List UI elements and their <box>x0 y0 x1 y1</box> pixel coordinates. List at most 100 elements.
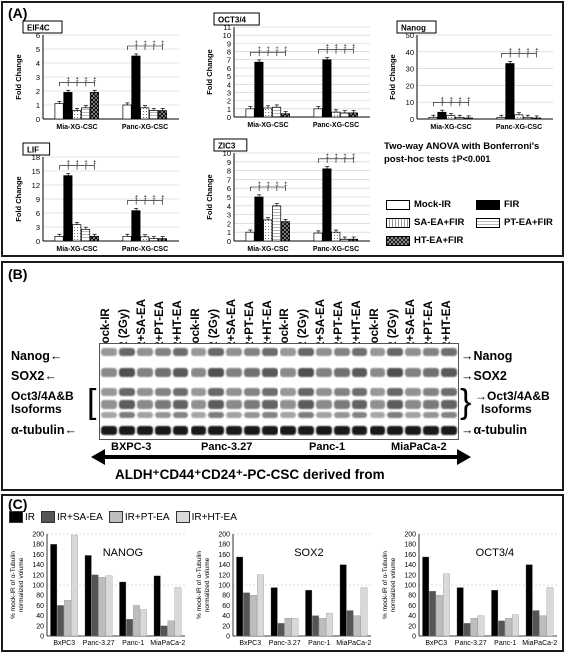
label-sox2-left: SOX2← <box>11 369 57 383</box>
blot-band <box>405 412 422 418</box>
bar <box>119 581 127 637</box>
y-tick-label: 120 <box>32 572 44 579</box>
bar <box>496 116 506 120</box>
significance-mark: ‡ <box>458 97 461 103</box>
significance-mark: ‡ <box>84 77 87 83</box>
y-tick-label: 160 <box>32 552 44 559</box>
significance-mark: ‡ <box>135 196 138 202</box>
significance-mark: ‡ <box>284 182 287 188</box>
bar <box>131 55 141 120</box>
bar <box>498 620 505 637</box>
significance-mark: ‡ <box>135 41 138 47</box>
bar <box>250 595 257 637</box>
bar <box>437 111 447 120</box>
bar <box>463 623 471 637</box>
bar <box>284 618 292 637</box>
y-tick-label: 9 <box>227 39 231 48</box>
y-tick-label: 0 <box>36 115 40 124</box>
blot-band <box>136 400 153 409</box>
x-tick-label: Panc-XG-CSC <box>496 124 542 131</box>
bar <box>81 107 91 120</box>
blot-band <box>351 426 368 435</box>
bar <box>428 116 438 120</box>
blot-band <box>262 426 278 435</box>
blot-band <box>441 388 457 396</box>
y-tick-label: 6 <box>227 64 231 73</box>
blot-band <box>190 426 207 435</box>
y-tick-label: 40 <box>408 613 416 620</box>
bar <box>157 110 167 120</box>
x-tick-label: Panc-XG-CSC <box>313 122 359 129</box>
bar <box>280 221 290 242</box>
bar <box>456 587 464 637</box>
blot-band <box>226 426 243 435</box>
y-tick-label: 0 <box>410 115 414 124</box>
blot-band <box>118 368 135 377</box>
chart-c-sox2: 0 20 40 60 80 100 120 140 160 180 200 % mock-IR of … <box>196 532 371 648</box>
blot-band <box>118 412 135 418</box>
blot-band <box>262 368 278 377</box>
y-tick-label: 10 <box>223 149 231 158</box>
x-tick-label: Panc-XG-CSC <box>122 246 168 253</box>
x-tick-label: Mia-XG-CSC <box>247 122 288 129</box>
y-tick-label: 60 <box>36 603 44 610</box>
blot-band <box>154 388 171 396</box>
bar <box>443 573 450 637</box>
blot-band <box>333 426 350 435</box>
blot-band <box>262 348 278 356</box>
bar <box>81 228 91 242</box>
blot-band <box>226 388 243 396</box>
bar <box>436 595 443 637</box>
bar <box>245 108 255 118</box>
bar <box>353 615 361 637</box>
significance-mark: ‡ <box>335 154 338 160</box>
bar <box>257 574 264 637</box>
chart-c-nanog: 0 20 40 60 80 100 120 140 160 180 200 % mock-IR of … <box>10 532 185 648</box>
blot-separator <box>367 344 370 439</box>
legend-item-fir: FIR <box>476 199 519 210</box>
bar <box>153 575 161 637</box>
western-blot-image <box>99 343 459 440</box>
x-tick-label: MiaPaCa-2 <box>336 640 371 647</box>
blot-band <box>423 412 440 418</box>
bar <box>505 63 515 120</box>
bar <box>131 210 141 242</box>
cell-line-panc1: Panc-1 <box>309 441 346 453</box>
y-tick-label: 60 <box>408 603 416 610</box>
y-tick-label: 50 <box>406 31 414 40</box>
significance-mark: ‡ <box>441 97 444 103</box>
chart-title: OCT3/4 <box>476 547 515 559</box>
blot-band <box>190 368 207 377</box>
blot-band <box>351 368 368 377</box>
blot-band <box>190 388 207 396</box>
blot-band <box>208 388 225 396</box>
significance-mark: ‡ <box>326 154 329 160</box>
blot-band <box>387 388 404 396</box>
blot-band <box>423 400 440 409</box>
blot-band <box>351 388 368 396</box>
y-tick-label: 180 <box>32 542 44 549</box>
blot-band <box>351 400 368 409</box>
significance-mark: ‡ <box>267 47 270 53</box>
blot-band <box>333 388 350 396</box>
y-tick-label: 2 <box>227 219 231 228</box>
y-tick-label: 1 <box>227 228 231 237</box>
bar <box>305 589 313 637</box>
blot-band <box>441 412 457 418</box>
legend-label: SA-EA+FIR <box>414 217 465 228</box>
blot-band <box>208 426 225 435</box>
panel-b-label: (B) <box>8 266 28 282</box>
y-tick-label: 6 <box>36 31 40 40</box>
bar <box>322 168 332 242</box>
y-tick-label: 4 <box>227 80 231 89</box>
x-tick-label: Panc-1 <box>308 640 330 647</box>
y-tick-label: 30 <box>406 65 414 74</box>
significance-mark: ‡ <box>343 154 346 160</box>
chart-title-box <box>213 138 248 152</box>
panel-b: (B) Mock-IR IR (2Gy) IR+SA-EA IR+PT-EA IR+HT… <box>1 261 564 491</box>
y-axis-label: % mock-IR of α-Tubulin <box>10 551 17 619</box>
bar <box>291 618 299 637</box>
significance-mark: ‡ <box>258 182 261 188</box>
x-tick-label: MiaPaCa-2 <box>522 640 557 647</box>
panel-a: (A) EIF4C 0 1 2 3 4 5 6 Fold Change ‡ ‡ ‡ ‡ Mia-XG-CS… <box>1 1 564 257</box>
